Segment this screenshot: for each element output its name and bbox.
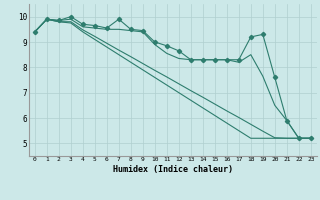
X-axis label: Humidex (Indice chaleur): Humidex (Indice chaleur)	[113, 165, 233, 174]
